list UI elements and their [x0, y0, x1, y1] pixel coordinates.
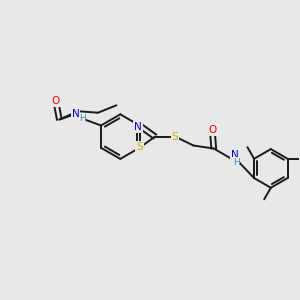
Text: N: N	[134, 122, 142, 132]
Text: H: H	[233, 158, 239, 167]
Text: O: O	[52, 96, 60, 106]
Text: H: H	[79, 113, 86, 122]
Text: S: S	[136, 142, 143, 152]
Text: N: N	[231, 150, 239, 160]
Text: N: N	[71, 109, 79, 119]
Text: O: O	[208, 125, 216, 135]
Text: S: S	[172, 132, 178, 142]
